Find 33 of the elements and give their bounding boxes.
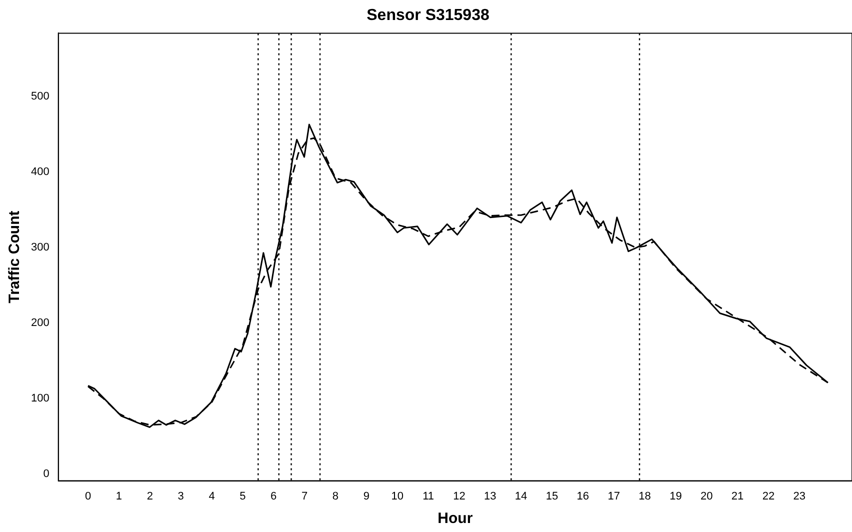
x-tick-label: 17 xyxy=(608,490,620,502)
y-tick-label: 400 xyxy=(30,166,50,178)
x-tick-label: 2 xyxy=(146,490,153,502)
x-tick-label: 16 xyxy=(576,490,590,502)
x-tick-label: 9 xyxy=(363,490,370,502)
y-tick-label: 300 xyxy=(30,242,50,254)
x-tick-label: 5 xyxy=(240,490,246,502)
x-tick-label: 14 xyxy=(514,490,528,502)
y-tick-label: 200 xyxy=(30,317,50,330)
x-tick-label: 6 xyxy=(270,490,277,502)
x-tick-label: 12 xyxy=(453,490,466,502)
x-tick-label: 8 xyxy=(332,490,339,502)
y-tick-label: 100 xyxy=(30,392,50,405)
x-axis-title: Hour xyxy=(438,510,473,528)
x-tick-label: 13 xyxy=(484,490,496,502)
x-tick-label: 10 xyxy=(391,490,404,502)
x-tick-label: 3 xyxy=(178,490,184,502)
x-tick-label: 0 xyxy=(84,490,92,502)
x-tick-label: 7 xyxy=(301,490,308,502)
x-tick-label: 1 xyxy=(116,490,122,502)
x-tick-label: 19 xyxy=(670,490,682,502)
y-tick-label: 500 xyxy=(30,90,50,103)
x-tick-label: 23 xyxy=(793,490,806,502)
y-tick-label: 0 xyxy=(43,468,50,480)
chart-title: Sensor S315938 xyxy=(366,7,490,24)
x-tick-label: 22 xyxy=(762,490,775,502)
x-tick-label: 21 xyxy=(731,490,744,502)
x-tick-label: 15 xyxy=(546,490,558,502)
x-tick-label: 18 xyxy=(638,490,651,502)
x-tick-label: 4 xyxy=(208,490,215,502)
y-axis-title: Traffic Count xyxy=(6,210,24,304)
x-tick-label: 20 xyxy=(700,490,713,502)
x-tick-label: 11 xyxy=(422,490,434,502)
